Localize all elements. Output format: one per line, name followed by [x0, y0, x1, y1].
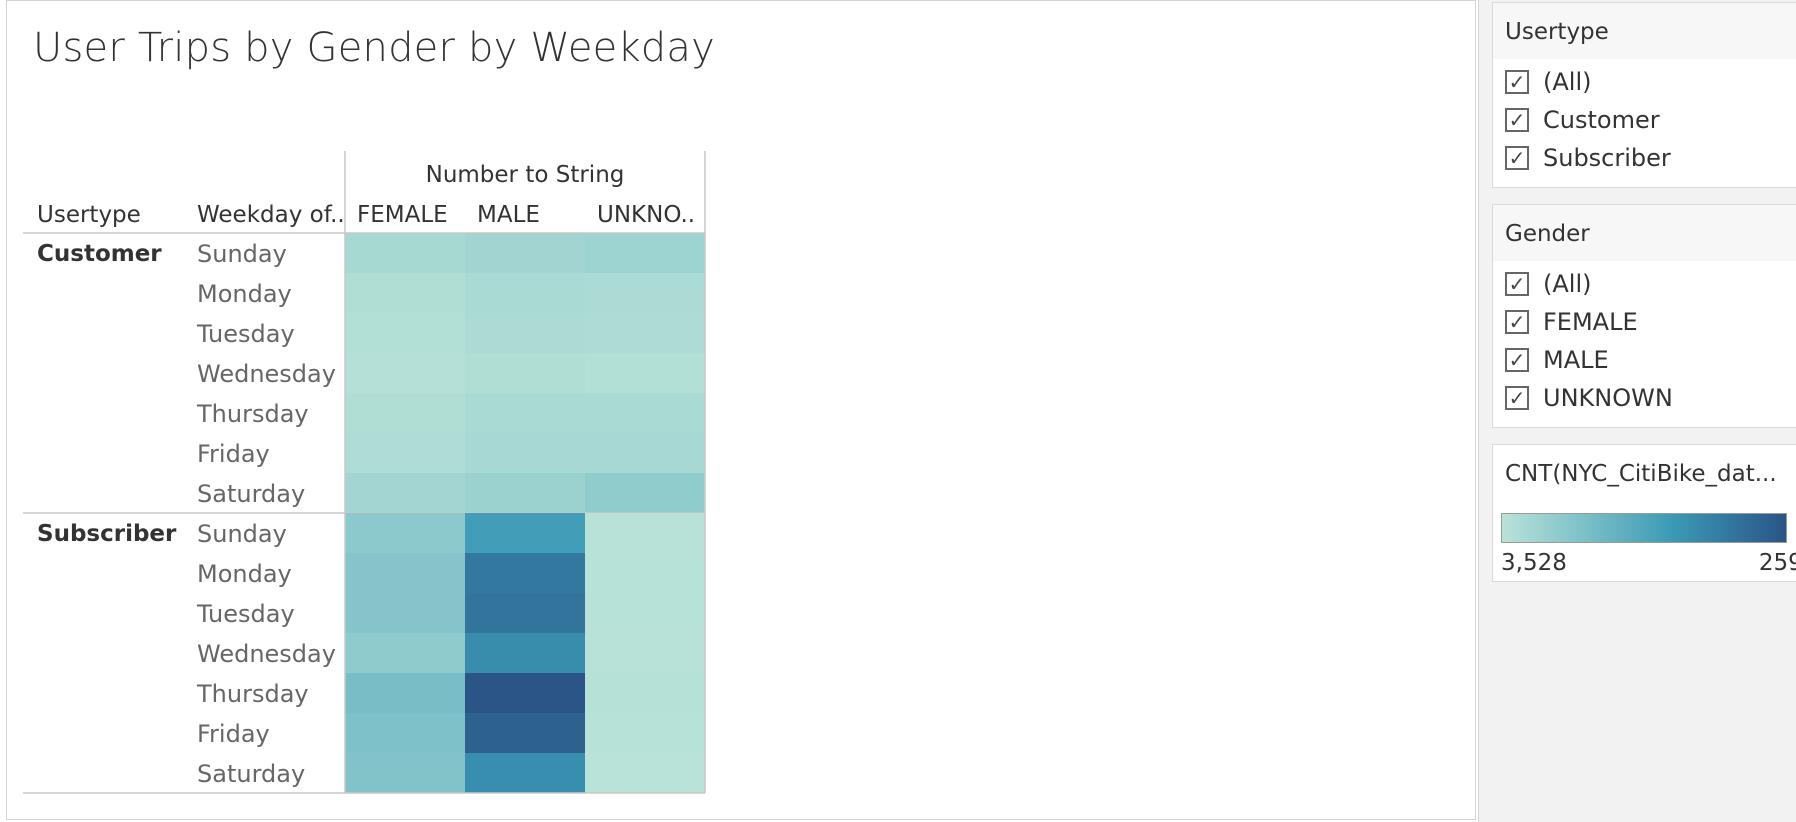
weekday-label: Monday	[197, 280, 292, 308]
heatmap-cell	[345, 353, 465, 393]
weekday-label: Tuesday	[196, 320, 295, 348]
checkbox-checked-icon[interactable]: ✓	[1505, 70, 1529, 94]
weekday-label: Sunday	[197, 240, 287, 268]
heatmap-cell	[465, 713, 585, 753]
heatmap-cell	[345, 473, 465, 513]
color-legend-max: 259,316	[1758, 550, 1796, 576]
heatmap-cell	[345, 233, 465, 273]
checkbox-checked-icon[interactable]: ✓	[1505, 310, 1529, 334]
column-header: MALE	[477, 202, 540, 228]
filter-item-label: FEMALE	[1543, 308, 1638, 336]
heatmap-cell	[585, 473, 705, 513]
sheet-title: User Trips by Gender by Weekday	[33, 25, 715, 71]
heatmap-cell	[345, 753, 465, 793]
filter-item-label: Customer	[1543, 106, 1660, 134]
heatmap-cell	[585, 553, 705, 593]
weekday-label: Saturday	[197, 760, 305, 788]
filter-pane: Usertype ✓ (All) ✓ Customer ✓ Subscriber…	[1478, 0, 1796, 822]
checkbox-checked-icon[interactable]: ✓	[1505, 108, 1529, 132]
checkbox-checked-icon[interactable]: ✓	[1505, 348, 1529, 372]
weekday-label: Friday	[197, 720, 270, 748]
heatmap-cell	[345, 273, 465, 313]
heatmap-cell	[345, 673, 465, 713]
heatmap-cell	[345, 713, 465, 753]
heatmap-cell	[465, 673, 585, 713]
heatmap-cell	[465, 473, 585, 513]
heatmap-cell	[465, 633, 585, 673]
usertype-filter-item-customer[interactable]: ✓ Customer	[1493, 101, 1796, 139]
heatmap-cell	[585, 433, 705, 473]
weekday-label: Wednesday	[197, 360, 336, 388]
heatmap-cell	[585, 713, 705, 753]
heatmap-cell	[585, 673, 705, 713]
heatmap-cell	[585, 633, 705, 673]
heatmap-chart: Number to String Usertype Weekday of.. FEMA…	[23, 151, 706, 794]
heatmap-cell	[345, 633, 465, 673]
heatmap-cell	[465, 513, 585, 553]
heatmap-cell	[585, 393, 705, 433]
color-legend-card: CNT(NYC_CitiBike_dat... 3,528 259,316	[1492, 444, 1796, 582]
row-header-weekday: Weekday of..	[197, 202, 345, 228]
usertype-filter-title: Usertype	[1493, 3, 1796, 59]
color-legend-title: CNT(NYC_CitiBike_dat...	[1493, 445, 1796, 501]
column-group-title: Number to String	[426, 162, 625, 188]
heatmap-cell	[345, 593, 465, 633]
heatmap-cell	[465, 433, 585, 473]
row-group-label: Subscriber	[37, 521, 177, 547]
filter-item-label: (All)	[1543, 270, 1592, 298]
heatmap-cell	[345, 433, 465, 473]
gender-filter-item-male[interactable]: ✓ MALE	[1493, 341, 1796, 379]
gender-filter-card: Gender ✓ (All) ✓ FEMALE ✓ MALE ✓ UNKNOWN	[1492, 204, 1796, 428]
column-header: UNKNO..	[597, 202, 695, 228]
color-legend-min: 3,528	[1501, 550, 1567, 576]
heatmap-cell	[585, 353, 705, 393]
filter-item-label: Subscriber	[1543, 144, 1671, 172]
checkbox-checked-icon[interactable]: ✓	[1505, 386, 1529, 410]
heatmap-cell	[465, 233, 585, 273]
gender-filter-item-unknown[interactable]: ✓ UNKNOWN	[1493, 379, 1796, 417]
weekday-label: Thursday	[196, 400, 309, 428]
weekday-label: Wednesday	[197, 640, 336, 668]
heatmap-cell	[585, 753, 705, 793]
filter-item-label: MALE	[1543, 346, 1609, 374]
heatmap-cell	[465, 393, 585, 433]
heatmap-cell	[585, 513, 705, 553]
checkbox-checked-icon[interactable]: ✓	[1505, 272, 1529, 296]
heatmap-cell	[465, 593, 585, 633]
heatmap-cell	[465, 273, 585, 313]
heatmap-cell	[585, 593, 705, 633]
heatmap-cell	[465, 753, 585, 793]
column-header: FEMALE	[357, 202, 448, 228]
gender-filter-item-all[interactable]: ✓ (All)	[1493, 265, 1796, 303]
heatmap-cell	[585, 233, 705, 273]
heatmap-cell	[585, 273, 705, 313]
gender-filter-item-female[interactable]: ✓ FEMALE	[1493, 303, 1796, 341]
color-legend-gradient	[1501, 513, 1787, 543]
weekday-label: Monday	[197, 560, 292, 588]
filter-item-label: (All)	[1543, 68, 1592, 96]
heatmap-cell	[465, 353, 585, 393]
weekday-label: Tuesday	[196, 600, 295, 628]
heatmap-cell	[585, 313, 705, 353]
weekday-label: Saturday	[197, 480, 305, 508]
heatmap-cell	[345, 313, 465, 353]
row-group-label: Customer	[37, 241, 162, 267]
weekday-label: Thursday	[196, 680, 309, 708]
heatmap-cell	[345, 393, 465, 433]
row-header-usertype: Usertype	[37, 202, 141, 228]
weekday-label: Sunday	[197, 520, 287, 548]
checkbox-checked-icon[interactable]: ✓	[1505, 146, 1529, 170]
heatmap-cell	[465, 313, 585, 353]
heatmap-cell	[345, 553, 465, 593]
weekday-label: Friday	[197, 440, 270, 468]
heatmap-cell	[465, 553, 585, 593]
heatmap-cell	[345, 513, 465, 553]
filter-item-label: UNKNOWN	[1543, 384, 1673, 412]
gender-filter-title: Gender	[1493, 205, 1796, 261]
worksheet-panel: User Trips by Gender by Weekday Number t…	[6, 0, 1476, 820]
usertype-filter-item-all[interactable]: ✓ (All)	[1493, 63, 1796, 101]
usertype-filter-card: Usertype ✓ (All) ✓ Customer ✓ Subscriber	[1492, 2, 1796, 188]
usertype-filter-item-subscriber[interactable]: ✓ Subscriber	[1493, 139, 1796, 177]
